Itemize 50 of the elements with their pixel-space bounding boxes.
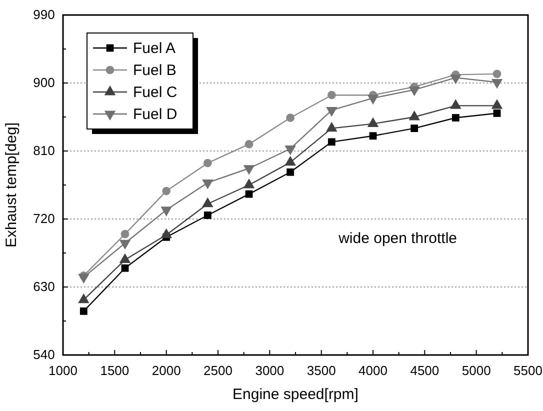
point [121, 264, 129, 272]
legend-label: Fuel B [133, 62, 176, 79]
point [326, 106, 338, 117]
point [78, 293, 90, 304]
point [120, 230, 130, 238]
y-tick-label: 900 [33, 75, 55, 90]
point [202, 197, 214, 208]
y-tick-label: 540 [33, 347, 55, 362]
point [369, 132, 377, 140]
point [160, 228, 172, 238]
y-axis-title: Exhaust temp[deg] [3, 122, 20, 248]
y-tick-label: 810 [33, 143, 55, 158]
point [286, 168, 294, 176]
point [450, 74, 462, 84]
point [203, 158, 212, 168]
point [410, 124, 418, 132]
point [286, 114, 295, 122]
point [244, 140, 254, 148]
x-axis-title: Engine speed[rpm] [232, 386, 358, 403]
point [284, 145, 296, 156]
point [327, 90, 336, 100]
y-tick-label: 990 [33, 7, 55, 22]
x-tick-label: 1500 [100, 362, 130, 378]
point [204, 212, 212, 219]
point [80, 307, 88, 315]
x-tick-label: 2500 [204, 362, 232, 378]
point [491, 78, 503, 89]
x-tick-label: 3500 [306, 362, 336, 378]
point [119, 253, 131, 264]
x-tick-label: 1000 [48, 362, 78, 378]
y-tick-label: 720 [33, 211, 55, 226]
x-tick-label: 5500 [514, 362, 542, 378]
point [492, 70, 502, 78]
point [162, 186, 171, 196]
annotation: wide open throttle [338, 230, 458, 247]
x-tick-label: 3000 [255, 362, 284, 378]
point [245, 190, 253, 198]
x-tick-label: 2000 [152, 362, 181, 378]
legend-label: Fuel D [133, 106, 178, 123]
point [367, 94, 379, 105]
point [452, 114, 460, 122]
x-tick-label: 4500 [410, 362, 440, 378]
legend-label: Fuel A [133, 40, 176, 57]
x-tick-label: 4000 [358, 362, 388, 378]
point [493, 110, 501, 117]
y-tick-label: 630 [33, 279, 55, 294]
x-tick-label: 5000 [462, 362, 491, 378]
point [408, 86, 420, 96]
point [328, 138, 336, 146]
legend-label: Fuel C [133, 84, 178, 101]
